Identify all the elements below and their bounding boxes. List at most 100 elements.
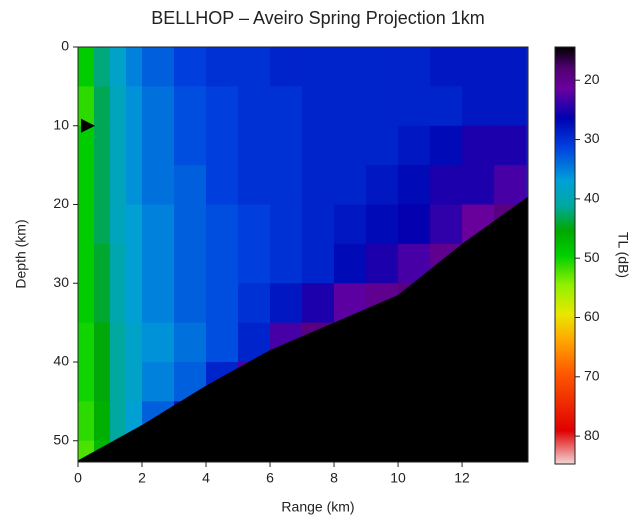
heat-cell bbox=[270, 243, 303, 284]
heat-cell bbox=[270, 283, 303, 324]
heat-cell bbox=[302, 243, 335, 284]
heat-cell bbox=[238, 86, 271, 127]
heat-cell bbox=[174, 125, 207, 166]
x-tick-label: 0 bbox=[74, 470, 82, 486]
heat-cell bbox=[494, 125, 527, 166]
colorbar-label: TL (dB) bbox=[615, 232, 631, 278]
heat-cell bbox=[270, 86, 303, 127]
heat-cell bbox=[174, 243, 207, 284]
heat-cell bbox=[366, 47, 399, 87]
heat-cell bbox=[142, 47, 175, 87]
heat-cell bbox=[206, 243, 239, 284]
heat-cell bbox=[142, 125, 175, 166]
heat-cell bbox=[78, 283, 95, 324]
heat-cell bbox=[366, 243, 399, 284]
heat-cell bbox=[126, 125, 143, 166]
heat-cell bbox=[238, 165, 271, 205]
heat-cell bbox=[78, 401, 95, 442]
heat-cell bbox=[206, 204, 239, 245]
heat-cell bbox=[142, 165, 175, 205]
heat-cell bbox=[126, 283, 143, 324]
y-tick-label: 30 bbox=[53, 274, 69, 290]
heat-cell bbox=[110, 86, 127, 127]
y-tick-label: 0 bbox=[61, 38, 69, 54]
heat-cell bbox=[398, 204, 431, 245]
colorbar-tick-label: 70 bbox=[584, 368, 600, 384]
heat-cell bbox=[302, 204, 335, 245]
heat-cell bbox=[302, 47, 335, 87]
heat-cell bbox=[366, 165, 399, 205]
heat-cell bbox=[142, 361, 175, 402]
heat-cell bbox=[142, 243, 175, 284]
heat-cell bbox=[238, 204, 271, 245]
heat-cell bbox=[110, 125, 127, 166]
heat-cell bbox=[398, 165, 431, 205]
heat-cell bbox=[142, 204, 175, 245]
heat-cell bbox=[94, 283, 111, 324]
colorbar-tick-label: 40 bbox=[584, 190, 600, 206]
heat-cell bbox=[366, 204, 399, 245]
x-tick-label: 2 bbox=[138, 470, 146, 486]
heat-cell bbox=[302, 86, 335, 127]
heat-cell bbox=[270, 165, 303, 205]
heat-cell bbox=[206, 47, 239, 87]
heat-cell bbox=[94, 165, 111, 205]
heat-cell bbox=[302, 165, 335, 205]
heat-cell bbox=[238, 47, 271, 87]
heat-cell bbox=[126, 322, 143, 363]
heat-cell bbox=[78, 361, 95, 402]
heat-cell bbox=[78, 86, 95, 127]
heat-cell bbox=[430, 204, 463, 245]
heat-cell bbox=[302, 283, 335, 324]
heat-cell bbox=[94, 243, 111, 284]
heat-cell bbox=[126, 361, 143, 402]
heat-cell bbox=[238, 125, 271, 166]
colorbar-tick-label: 80 bbox=[584, 427, 600, 443]
heat-cell bbox=[398, 125, 431, 166]
heat-cell bbox=[142, 86, 175, 127]
heat-cell bbox=[174, 86, 207, 127]
heat-cell bbox=[462, 86, 495, 127]
heat-cell bbox=[494, 47, 527, 87]
colorbar bbox=[554, 46, 576, 465]
heat-cell bbox=[78, 165, 95, 205]
heat-cell bbox=[78, 47, 95, 87]
heat-cell bbox=[110, 322, 127, 363]
heat-cell bbox=[94, 322, 111, 363]
heat-cell bbox=[430, 47, 463, 87]
heat-cell bbox=[206, 283, 239, 324]
seabed bbox=[78, 196, 528, 462]
heatmap bbox=[78, 47, 528, 462]
heat-cell bbox=[110, 283, 127, 324]
x-tick-label: 6 bbox=[266, 470, 274, 486]
heat-cell bbox=[110, 47, 127, 87]
heat-cell bbox=[78, 322, 95, 363]
heat-cell bbox=[206, 125, 239, 166]
heat-cell bbox=[334, 125, 367, 166]
heat-cell bbox=[430, 165, 463, 205]
heat-cell bbox=[462, 165, 495, 205]
heat-cell bbox=[366, 125, 399, 166]
heat-cell bbox=[174, 165, 207, 205]
x-tick-label: 8 bbox=[330, 470, 338, 486]
x-tick-label: 4 bbox=[202, 470, 210, 486]
heat-cell bbox=[334, 47, 367, 87]
heat-cell bbox=[142, 283, 175, 324]
heat-cell bbox=[94, 204, 111, 245]
heat-cell bbox=[78, 243, 95, 284]
heat-cell bbox=[462, 47, 495, 87]
heat-cell bbox=[494, 86, 527, 127]
heat-cell bbox=[142, 322, 175, 363]
heat-cell bbox=[398, 47, 431, 87]
heat-cell bbox=[206, 165, 239, 205]
heat-cell bbox=[126, 204, 143, 245]
heat-cell bbox=[110, 165, 127, 205]
heat-cell bbox=[174, 47, 207, 87]
heat-cell bbox=[126, 86, 143, 127]
heat-cell bbox=[430, 125, 463, 166]
heat-cell bbox=[94, 361, 111, 402]
heat-cell bbox=[270, 125, 303, 166]
heat-cell bbox=[366, 86, 399, 127]
heat-cell bbox=[302, 125, 335, 166]
